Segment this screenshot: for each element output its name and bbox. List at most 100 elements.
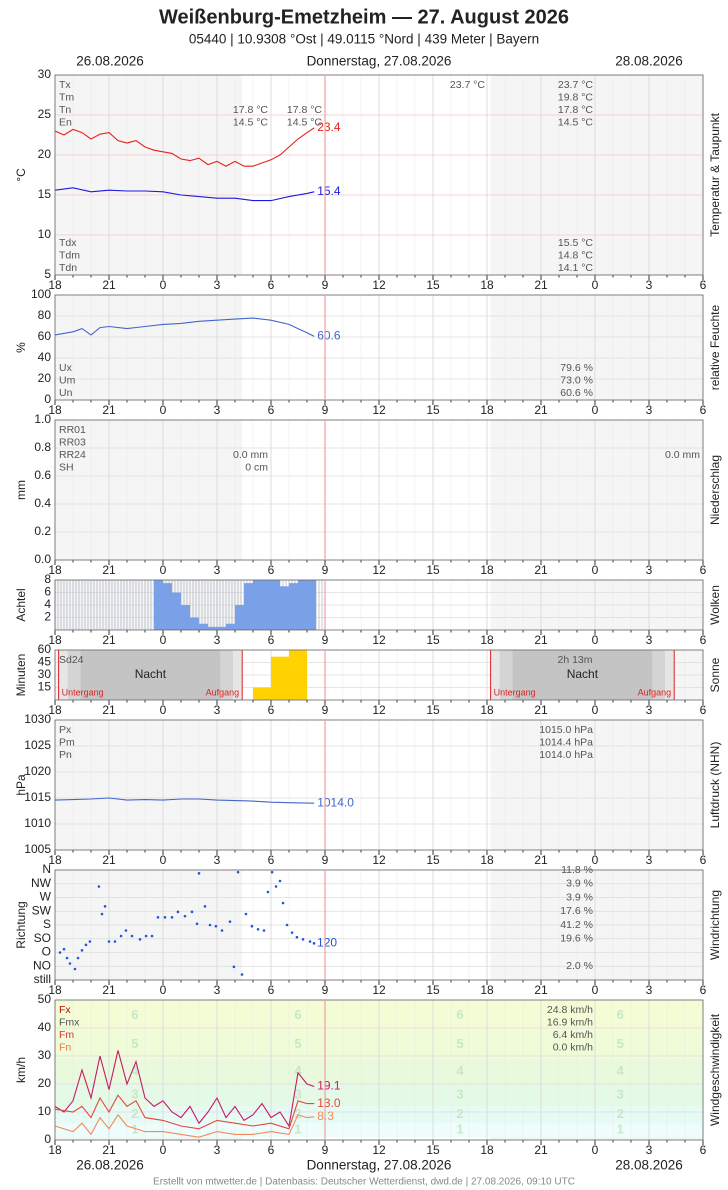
note: 24.8 km/h: [547, 1004, 593, 1016]
bar: [217, 626, 226, 630]
y-tick-label: 0: [44, 392, 51, 406]
x-tick-label: 3: [214, 403, 221, 417]
date-right: 28.08.2026: [615, 1158, 683, 1173]
x-tick-label: 15: [426, 1143, 440, 1157]
share: 2.0 %: [566, 960, 593, 972]
date-left: 26.08.2026: [76, 54, 144, 69]
bar: [235, 605, 244, 630]
y-tick-label: O: [42, 945, 51, 959]
share: 41.2 %: [560, 919, 593, 931]
bar: [163, 583, 172, 630]
beaufort-level: 6: [617, 1007, 624, 1022]
beaufort-level: 6: [294, 1007, 301, 1022]
x-tick-label: 3: [646, 983, 653, 997]
y-tick-label: 50: [38, 992, 52, 1006]
x-tick-label: 15: [426, 403, 440, 417]
beaufort-level: 3: [294, 1087, 301, 1102]
y-tick-label: 30: [38, 1048, 52, 1062]
panel-label: Windrichtung: [708, 890, 722, 960]
x-tick-label: 9: [322, 853, 329, 867]
point: [266, 890, 270, 894]
note: RR03: [59, 436, 86, 448]
x-tick-label: 21: [102, 403, 116, 417]
note: 15.5 °C: [558, 237, 594, 249]
y-tick-label: 40: [38, 350, 52, 364]
x-tick-label: 6: [700, 278, 707, 292]
y-tick-label: 1020: [24, 764, 51, 778]
y-tick-label: 0.8: [34, 440, 51, 454]
y-tick-label: SW: [32, 903, 52, 917]
panel-label: Niederschlag: [708, 455, 722, 525]
y-tick-label: NW: [31, 876, 52, 890]
bar: [262, 580, 271, 630]
plot-frame: [54, 74, 704, 276]
panel-label: Luftdruck (NHN): [708, 742, 722, 829]
x-tick-label: 9: [322, 703, 329, 717]
x-tick-label: 6: [700, 563, 707, 577]
night-label: Nacht: [567, 667, 599, 681]
y-tick-label: 1010: [24, 816, 51, 830]
share: 3.9 %: [566, 891, 593, 903]
x-tick-label: 6: [268, 403, 275, 417]
y-axis-label: Richtung: [14, 901, 28, 948]
x-tick-label: 6: [268, 983, 275, 997]
point: [150, 934, 154, 938]
end-label: 8.3: [317, 1109, 334, 1123]
note: RR01: [59, 424, 86, 436]
y-tick-label: 20: [38, 371, 52, 385]
beaufort-level: 1: [294, 1122, 301, 1137]
footer: Erstellt von mtwetter.de | Datenbasis: D…: [153, 1177, 575, 1188]
beaufort-level: 2: [131, 1106, 138, 1121]
x-tick-label: 21: [534, 633, 548, 647]
note: RR24: [59, 449, 86, 461]
point: [97, 885, 101, 888]
x-tick-label: 18: [48, 1143, 62, 1157]
x-tick-label: 0: [160, 563, 167, 577]
bar: [244, 583, 253, 630]
x-tick-label: 18: [480, 1143, 494, 1157]
y-tick-label: NO: [33, 958, 51, 972]
plot-frame: [54, 419, 704, 561]
beaufort-level: 4: [131, 1063, 139, 1078]
note: Tdx: [59, 237, 77, 249]
beaufort-level: 2: [617, 1106, 624, 1121]
point: [290, 931, 294, 934]
x-tick-label: 3: [214, 563, 221, 577]
title: Weißenburg-Emetzheim — 27. August 2026: [159, 6, 569, 28]
night-band: [80, 650, 221, 700]
share: 19.6 %: [560, 933, 593, 945]
x-tick-label: 21: [102, 633, 116, 647]
point: [84, 943, 88, 947]
night-shade: [490, 720, 703, 850]
beaufort-level: 2: [294, 1106, 301, 1121]
series-line: [54, 797, 315, 804]
x-tick-label: 15: [426, 633, 440, 647]
x-tick-label: 21: [102, 983, 116, 997]
point: [144, 934, 148, 938]
bar: [307, 580, 316, 630]
note: 2h 13m: [557, 654, 592, 666]
x-tick-label: 18: [480, 563, 494, 577]
x-tick-label: 6: [700, 633, 707, 647]
x-tick-label: 0: [592, 1143, 599, 1157]
y-tick-label: SO: [34, 931, 51, 945]
x-tick-label: 12: [372, 983, 386, 997]
share: 3.9 %: [566, 878, 593, 890]
point: [176, 910, 180, 914]
note: Pn: [59, 749, 72, 761]
note: 14.1 °C: [558, 262, 594, 274]
y-axis-label: %: [14, 342, 28, 353]
point: [228, 920, 232, 923]
x-tick-label: 0: [160, 703, 167, 717]
x-tick-label: 12: [372, 853, 386, 867]
point: [214, 924, 218, 928]
y-axis-label: hPa: [14, 774, 28, 796]
point: [113, 940, 117, 943]
note: 1014.0 hPa: [539, 749, 593, 761]
note: Px: [59, 724, 72, 736]
subtitle: 05440 | 10.9308 °Ost | 49.0115 °Nord | 4…: [189, 32, 539, 47]
panel-label: Windgeschwindigkeit: [708, 1013, 722, 1126]
x-tick-label: 18: [48, 703, 62, 717]
end-label: 23.4: [317, 120, 341, 134]
end-label: 19.1: [317, 1079, 341, 1093]
